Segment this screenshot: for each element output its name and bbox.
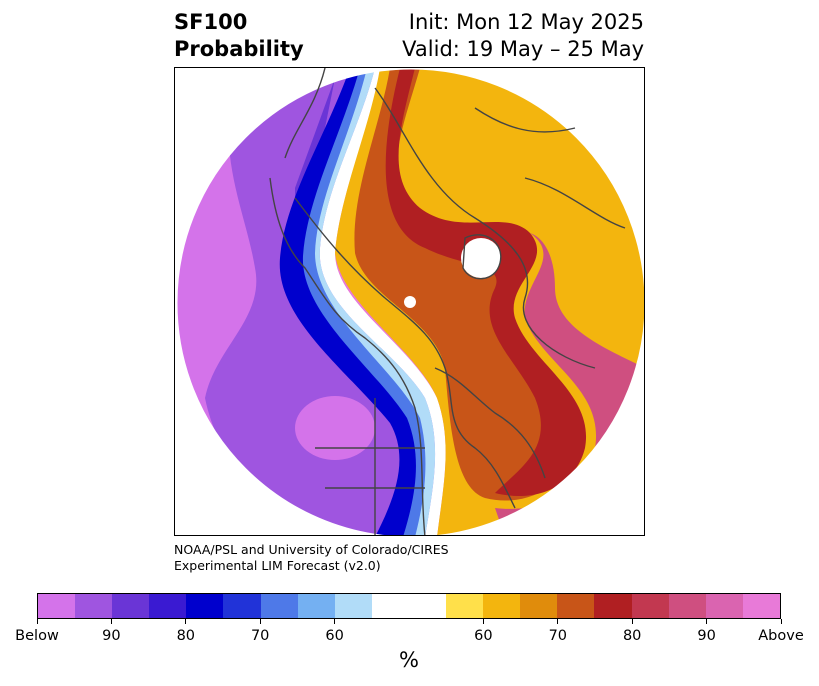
colorbar-segment [668,594,706,618]
colorbar-tickmark [780,619,782,624]
colorbar-segment [705,594,743,618]
colorbar-segment [631,594,669,618]
colorbar-tickmark [185,619,187,624]
colorbar-segment [371,594,409,618]
colorbar-tickmark [631,619,633,624]
colorbar-segment [334,594,372,618]
title-type: Probability [174,37,304,61]
colorbar-segment [446,594,484,618]
colorbar-tick-label: Above [758,628,804,644]
colorbar-tickmark [557,619,559,624]
colorbar-segment [112,594,150,618]
colorbar-tick-label: 80 [176,628,196,644]
colorbar-tick-label: 80 [622,628,642,644]
map-title: SF100 Probability [174,9,304,63]
colorbar-tick-label: 70 [250,628,270,644]
colorbar-unit: % [399,648,419,672]
valid-range: Valid: 19 May – 25 May [402,37,644,61]
colorbar-segment [520,594,558,618]
colorbar-segment [483,594,521,618]
colorbar-tickmark [706,619,708,624]
colorbar-tick-label: 70 [548,628,568,644]
title-variable: SF100 [174,10,248,34]
colorbar-tickmark [259,619,261,624]
colorbar-segment [223,594,261,618]
colorbar-tickmark [482,619,484,624]
coastlines [269,68,626,535]
colorbar-segment [594,594,632,618]
colorbar-tickmark [110,619,112,624]
colorbar-segment [38,594,76,618]
colorbar-tickmark [36,619,38,624]
colorbar-segment [557,594,595,618]
colorbar-segment [742,594,780,618]
credit-line2: Experimental LIM Forecast (v2.0) [174,558,381,573]
probability-field [177,69,644,535]
colorbar-tick-label: Below [15,628,59,644]
colorbar-tickmark [334,619,336,624]
colorbar-tick-label: 90 [697,628,716,644]
colorbar-segment [75,594,113,618]
colorbar-tick-label: 90 [102,628,121,644]
colorbar-tick-label: 60 [325,628,344,644]
init-date: Init: Mon 12 May 2025 [408,10,644,34]
colorbar-segment [149,594,187,618]
colorbar-segment [408,594,447,618]
credit-line1: NOAA/PSL and University of Colorado/CIRE… [174,542,449,557]
colorbar [37,593,781,619]
colorbar-segment [186,594,224,618]
colorbar-segment [297,594,335,618]
map-canvas [176,68,644,535]
colorbar-segment [260,594,298,618]
forecast-map [174,67,645,536]
colorbar-tick-label: 60 [474,628,493,644]
map-dates: Init: Mon 12 May 2025 Valid: 19 May – 25… [402,9,644,63]
credit-text: NOAA/PSL and University of Colorado/CIRE… [174,542,449,574]
